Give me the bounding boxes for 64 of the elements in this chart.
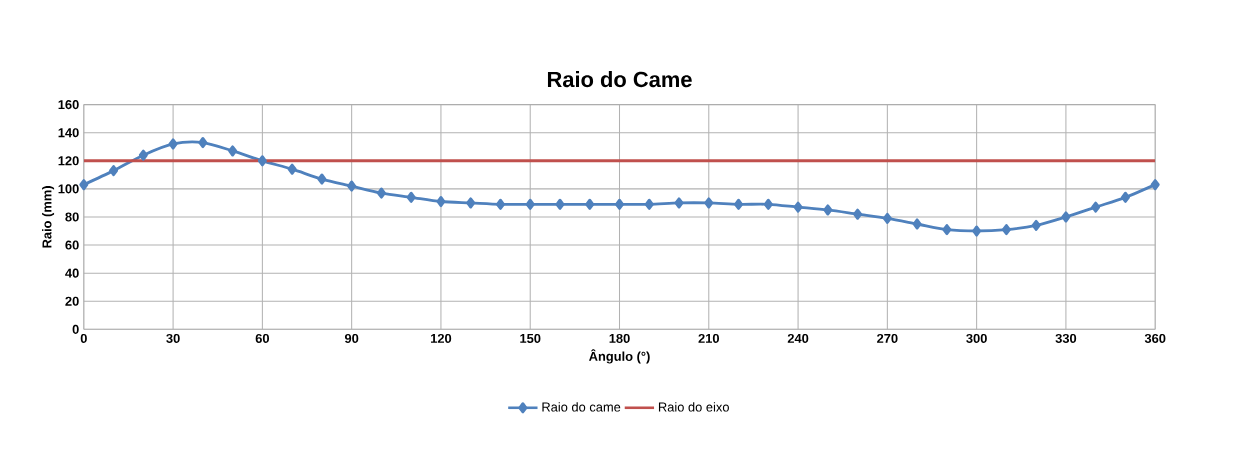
x-tick-label: 150 — [520, 333, 541, 343]
point — [704, 197, 714, 209]
x-axis-title: Ângulo (°) — [588, 349, 650, 364]
point — [347, 180, 357, 192]
y-tick-label: 20 — [65, 296, 79, 306]
point — [495, 198, 505, 210]
point — [1061, 211, 1071, 223]
point — [228, 145, 238, 157]
y-axis-title: Raio (mm) — [42, 185, 55, 248]
point — [1120, 191, 1130, 203]
y-tick-label: 120 — [58, 156, 79, 166]
x-tick-label: 0 — [80, 333, 87, 343]
x-tick-label: 120 — [431, 333, 452, 343]
point — [287, 163, 297, 175]
point — [466, 197, 476, 209]
y-tick-label: 40 — [65, 268, 79, 278]
y-tick-label: 140 — [58, 127, 79, 138]
x-tick-label: 300 — [966, 333, 987, 343]
legend-label: Raio do came — [542, 401, 621, 412]
y-tick-label: 100 — [58, 184, 79, 194]
point — [972, 225, 982, 237]
x-tick-label: 330 — [1055, 333, 1077, 343]
y-tick-label: 80 — [65, 212, 79, 222]
point — [1091, 201, 1101, 213]
point — [734, 198, 744, 210]
point — [763, 198, 773, 210]
point — [942, 223, 952, 235]
point — [823, 204, 833, 216]
point — [376, 187, 386, 199]
point — [853, 208, 863, 220]
point — [644, 198, 654, 210]
x-tick-label: 360 — [1144, 333, 1166, 343]
point — [79, 178, 89, 190]
x-tick-label: 270 — [877, 333, 898, 343]
point — [257, 155, 267, 167]
point — [109, 164, 119, 176]
point — [138, 149, 148, 161]
y-tick-label: 160 — [58, 99, 79, 109]
point — [674, 197, 684, 209]
point — [317, 173, 327, 185]
x-tick-label: 60 — [255, 333, 270, 343]
point — [882, 212, 892, 224]
x-tick-label: 210 — [698, 333, 720, 343]
point — [1001, 223, 1011, 235]
point — [614, 198, 625, 210]
point — [436, 195, 446, 207]
y-tick-label: 0 — [72, 324, 79, 334]
point — [793, 201, 803, 213]
point — [406, 191, 416, 203]
point — [585, 198, 595, 210]
point — [168, 138, 178, 150]
y-tick-label: 60 — [65, 240, 79, 250]
chart-title: Raio do Came — [547, 70, 692, 87]
point — [198, 136, 208, 148]
x-tick-label: 180 — [609, 333, 630, 343]
x-tick-label: 240 — [787, 333, 809, 343]
point — [1150, 178, 1160, 190]
point — [525, 198, 535, 210]
point — [1031, 219, 1041, 231]
legend-label: Raio do eixo — [658, 401, 729, 412]
x-tick-label: 30 — [166, 333, 180, 343]
point — [912, 218, 922, 230]
point — [555, 198, 565, 210]
x-tick-label: 90 — [344, 333, 359, 343]
